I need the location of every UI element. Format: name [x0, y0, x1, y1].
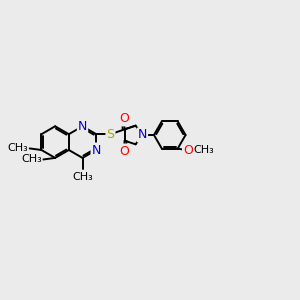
- Text: N: N: [92, 143, 101, 157]
- Text: CH₃: CH₃: [7, 143, 28, 153]
- Text: O: O: [119, 145, 129, 158]
- Text: S: S: [106, 128, 114, 141]
- Text: O: O: [119, 112, 129, 125]
- Text: CH₃: CH₃: [21, 154, 42, 164]
- Text: CH₃: CH₃: [194, 145, 214, 155]
- Text: N: N: [78, 120, 87, 133]
- Text: O: O: [183, 144, 193, 157]
- Text: N: N: [138, 128, 147, 142]
- Text: CH₃: CH₃: [72, 172, 93, 182]
